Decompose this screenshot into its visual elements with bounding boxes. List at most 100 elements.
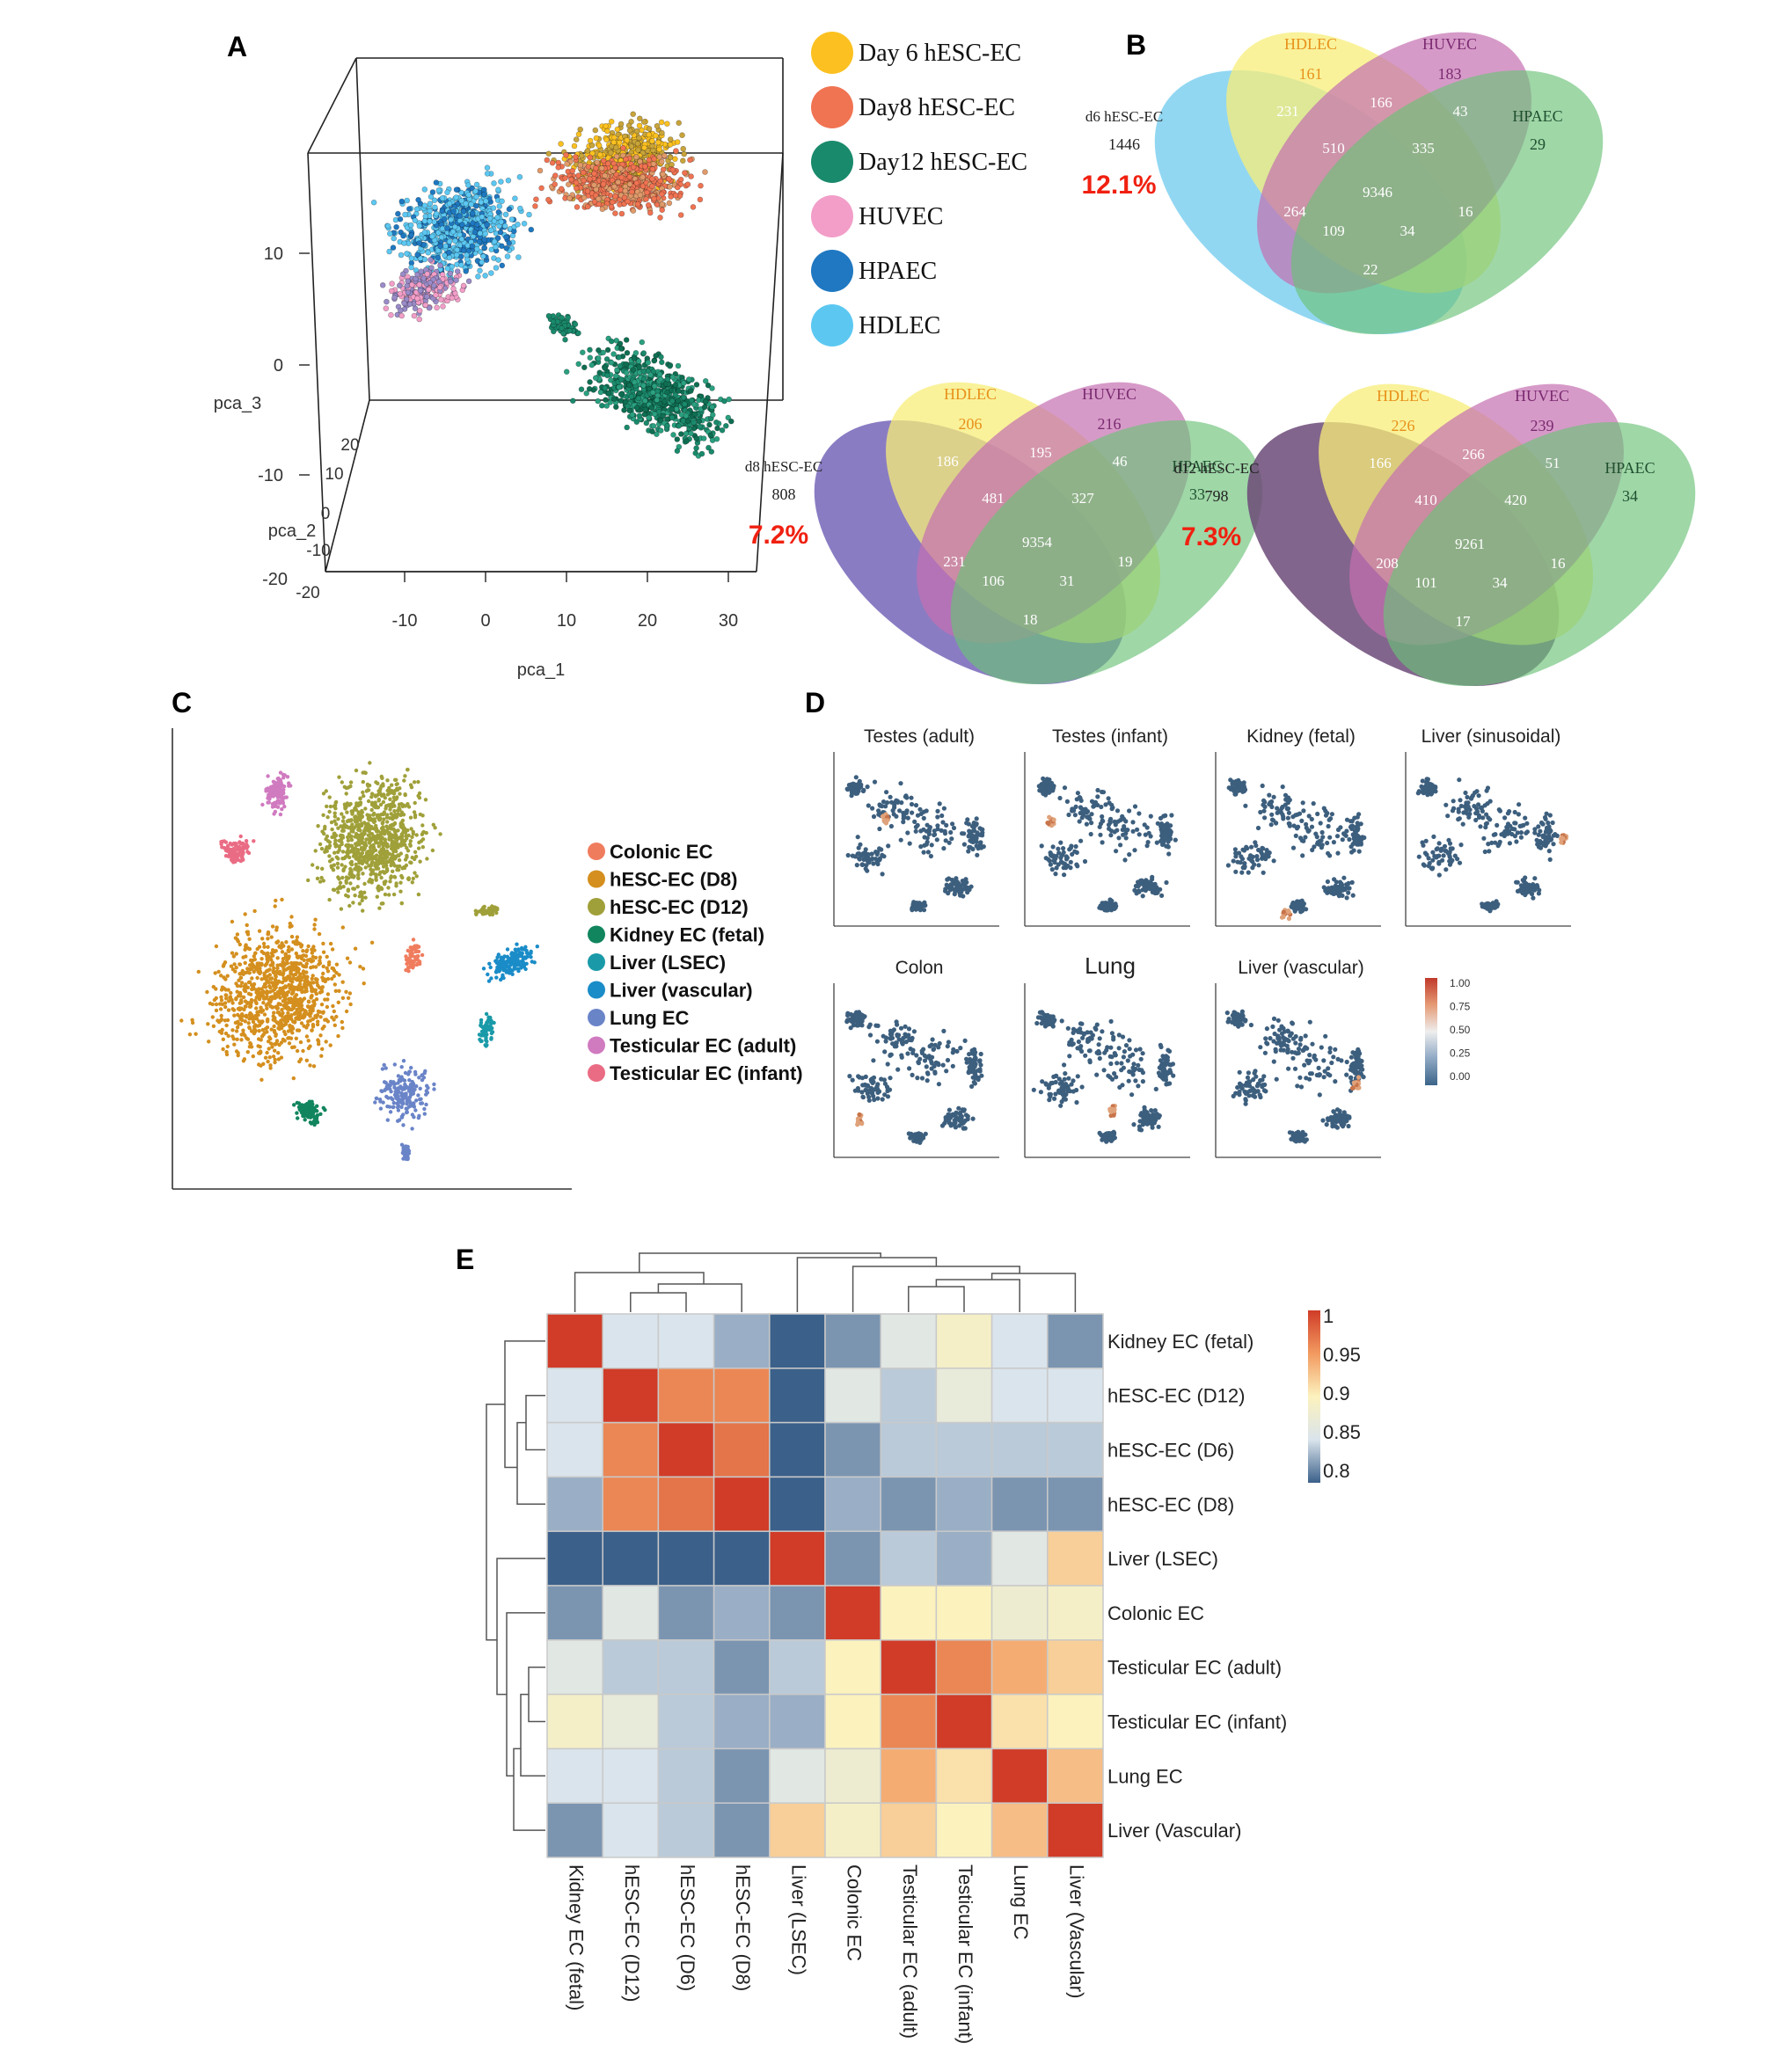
tsne-point [234,847,239,852]
pca-point [612,373,619,379]
tsne-point [276,780,281,784]
tsne-point [230,1028,235,1032]
tsne-point [387,835,391,840]
tsne-point [318,1015,323,1019]
tsne-point [290,1031,295,1035]
pca-point [667,184,673,190]
tsne-point [316,1039,321,1044]
tsne-point [344,893,348,898]
pca-point [389,281,395,287]
tsne-point [336,1033,340,1039]
tsne-point [236,1019,240,1025]
tsne-point [354,865,359,869]
pca-point [435,187,442,193]
tsne-point [244,982,248,987]
tsne-point [239,1032,244,1037]
pca-point [675,388,682,394]
tsne-point [289,934,295,939]
pca-point [391,294,398,301]
tsne-point [247,1004,252,1009]
pca-point [434,304,440,311]
pca-point [405,278,412,285]
tsne-point [238,834,243,839]
pca-point [427,279,434,286]
pca-point [439,225,446,232]
tsne-point [337,989,341,994]
tsne-point [240,849,245,854]
tsne-point [243,960,247,966]
panel-label-b: B [1126,29,1146,61]
tsne-point [344,1009,349,1014]
tsne-point [416,793,420,799]
pca-point [444,265,451,272]
pca-point [386,230,393,237]
pca-point [610,351,617,357]
pca-point [414,295,420,302]
tsne-point [324,1040,328,1044]
tsne-point [301,969,306,974]
pca-point [444,189,450,195]
tsne-point [325,954,329,959]
pca-point [608,359,615,366]
tsne-point [349,859,354,865]
pca-point [469,243,476,250]
pca-point [646,131,653,138]
tsne-point [303,1013,307,1018]
pca-point [640,119,647,125]
tsne-point [395,795,399,799]
tsne-point [265,1050,269,1055]
pca-point [625,403,631,410]
pca-point [680,145,687,152]
tsne-point [351,875,356,879]
tsne-point [230,858,234,863]
pca-point [447,278,454,285]
tsne-point [315,981,319,985]
pca-point [422,302,429,309]
tsne-point [235,983,240,989]
tsne-point [289,915,294,919]
tsne-point [330,857,334,862]
tsne-point [358,797,362,801]
pca-point [623,156,629,163]
tsne-point [265,957,269,961]
pca-point [604,372,610,379]
venn-hdlec-hpaec: 16 [1458,203,1473,220]
tsne-point [287,949,291,954]
venn-d-hdlec-hpaec: 34 [1493,574,1509,591]
tsne-point [296,975,301,981]
cube-edge [355,57,370,401]
tsne-point [270,948,275,952]
pca-point [698,450,705,457]
pca-point [503,244,510,252]
pca-point [460,247,467,254]
tsne-point [264,789,268,793]
tsne-point [311,1064,317,1069]
tsne-point [273,780,277,784]
pca-point [401,300,407,307]
tsne-point [266,937,270,941]
pca-point [578,386,585,393]
tsne-point [489,911,493,916]
venn-percent: 12.1% [1081,171,1156,200]
tsne-point [420,837,426,842]
pca-point [697,423,703,430]
pca-point [552,172,559,179]
pca-point [435,254,442,261]
pca-point [643,196,649,202]
tsne-point [281,1037,286,1042]
tsne-point [325,804,329,809]
pca-point [674,436,681,442]
tsne-point [397,857,402,863]
tsne-point [262,945,267,949]
tsne-point [480,912,485,916]
pca-point [573,136,580,142]
pca-point [592,375,599,382]
tsne-point [399,802,404,806]
pca-point [569,398,576,405]
tsne-point [206,1022,210,1026]
tsne-point [306,878,311,883]
tsne-point [298,979,303,983]
tsne-point [325,992,331,996]
tsne-point [273,1060,277,1065]
pca-point [475,274,481,280]
